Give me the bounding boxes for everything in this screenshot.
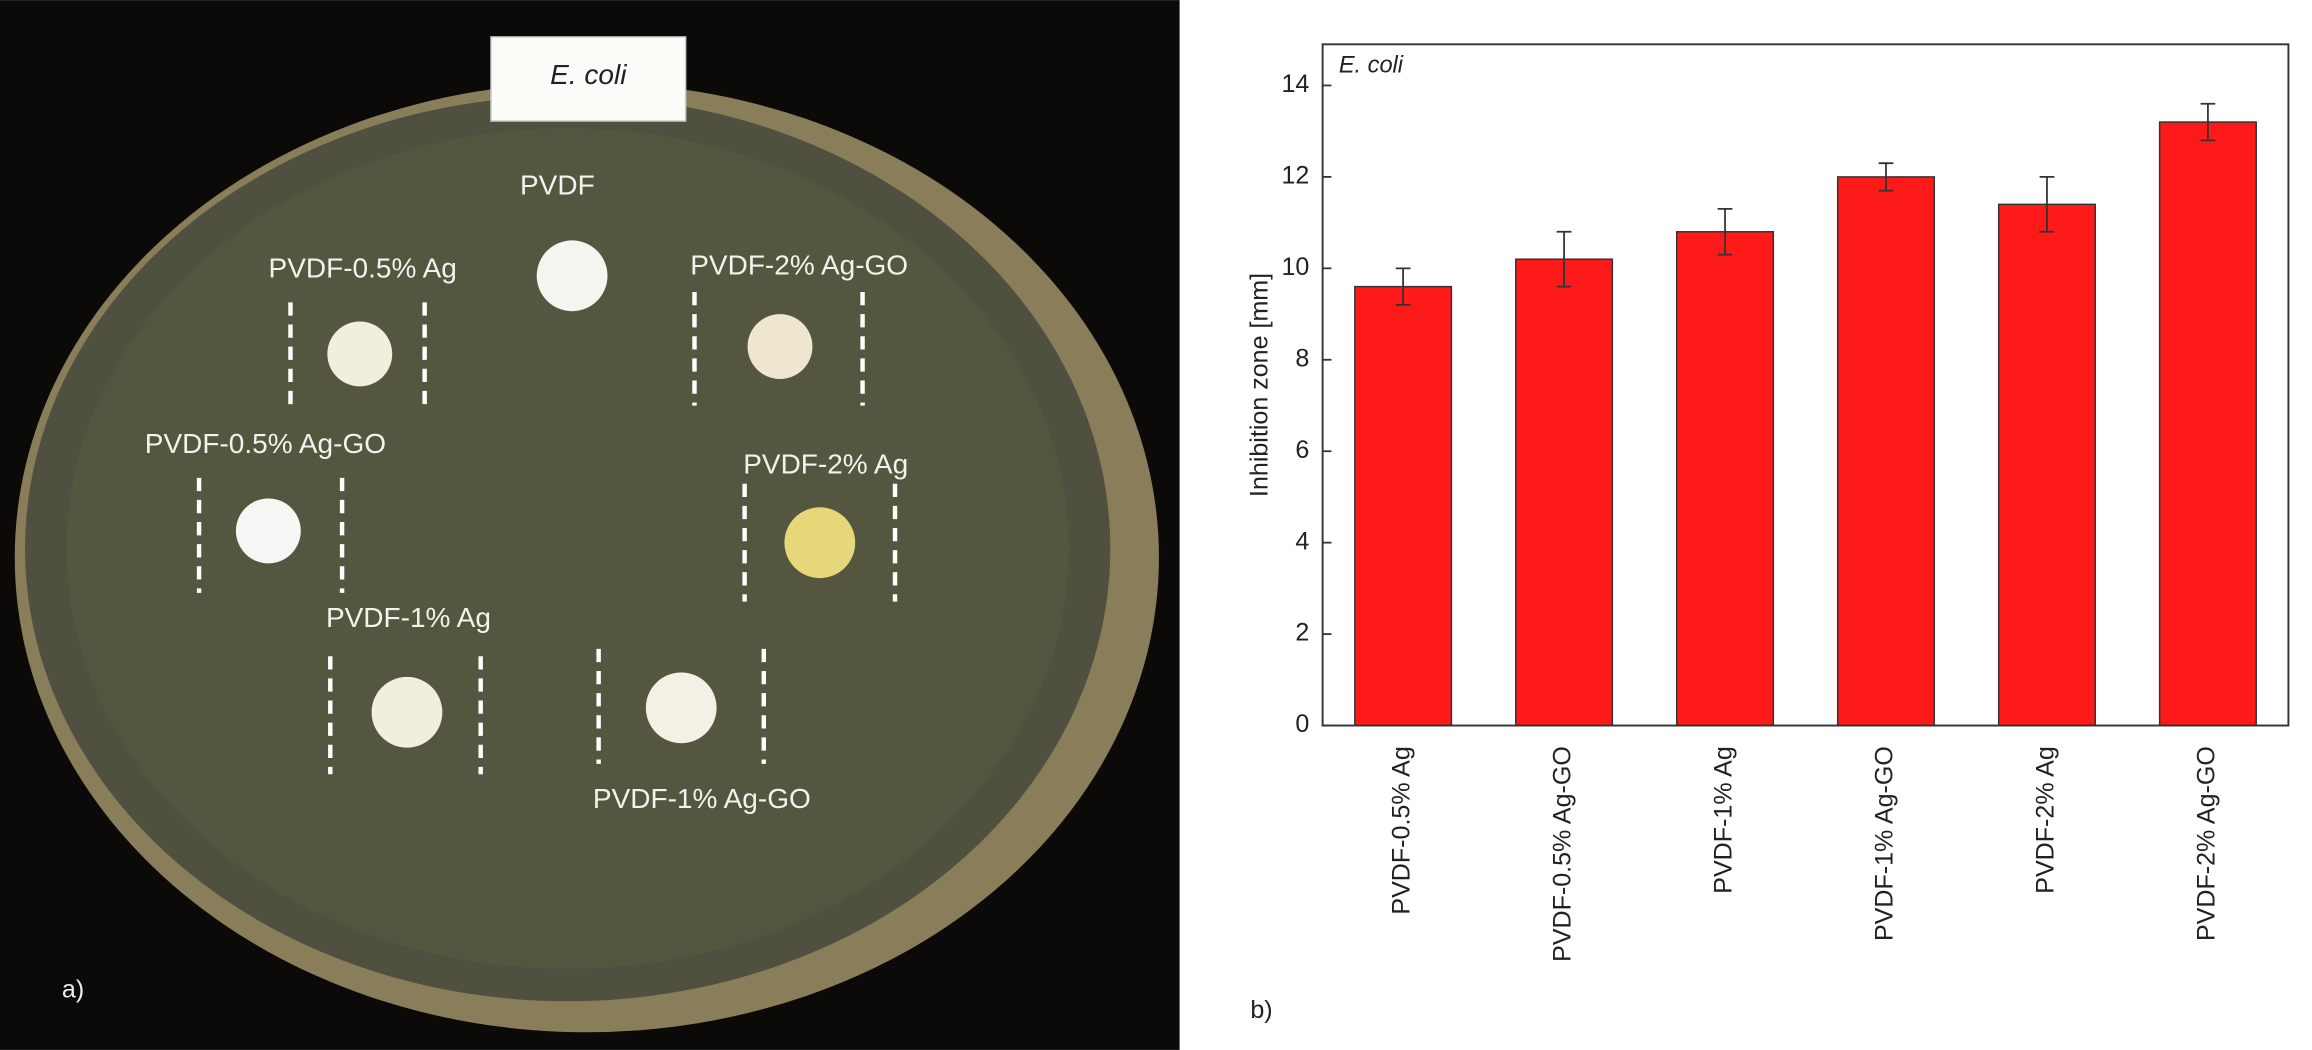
plot-frame bbox=[1321, 43, 2290, 727]
disc bbox=[747, 314, 813, 380]
x-tick-label: PVDF-2% Ag-GO bbox=[2193, 746, 2221, 941]
bar bbox=[2158, 121, 2257, 727]
y-tick-label: 8 bbox=[1295, 344, 1309, 372]
disc bbox=[371, 676, 443, 748]
bar bbox=[1836, 176, 1936, 727]
label-box-text: E. coli bbox=[550, 59, 627, 90]
chart-title: E. coli bbox=[1339, 52, 1404, 78]
y-axis-label: Inhibition zone [mm] bbox=[1245, 273, 1273, 497]
disc bbox=[645, 672, 717, 744]
bar bbox=[1515, 258, 1614, 727]
y-tick-label: 12 bbox=[1281, 162, 1309, 190]
photo-label: PVDF-0.5% Ag bbox=[269, 252, 457, 283]
bar bbox=[1354, 285, 1453, 727]
error-bar bbox=[1395, 267, 1411, 306]
bar bbox=[1997, 203, 2096, 727]
photo-label: PVDF-1% Ag bbox=[326, 602, 491, 633]
discs bbox=[196, 240, 898, 775]
disc bbox=[784, 507, 856, 579]
label-box bbox=[490, 36, 687, 122]
error-bar bbox=[1878, 162, 1894, 192]
agar-inner bbox=[66, 128, 1070, 969]
panel-label: b) bbox=[1250, 996, 1272, 1024]
x-tick-label: PVDF-2% Ag bbox=[2032, 746, 2060, 894]
photo-label: PVDF-2% Ag-GO bbox=[690, 249, 908, 280]
panel-label: a) bbox=[62, 976, 84, 1004]
disc bbox=[327, 321, 393, 387]
photo-label: PVDF-2% Ag bbox=[743, 448, 908, 479]
y-tick-label: 0 bbox=[1295, 710, 1309, 738]
error-bar bbox=[1717, 208, 1733, 256]
y-tick-label: 10 bbox=[1281, 253, 1309, 281]
photo-label: PVDF bbox=[520, 170, 595, 201]
y-tick-label: 14 bbox=[1281, 70, 1309, 98]
photo-label: PVDF-1% Ag-GO bbox=[593, 783, 811, 814]
x-tick-label: PVDF-0.5% Ag-GO bbox=[1549, 746, 1577, 962]
photo-label: PVDF-0.5% Ag-GO bbox=[145, 428, 386, 459]
y-tick-label: 6 bbox=[1295, 436, 1309, 464]
error-bar bbox=[2039, 176, 2055, 233]
y-tick-label: 2 bbox=[1295, 619, 1309, 647]
x-tick-label: PVDF-1% Ag bbox=[1710, 746, 1738, 894]
disc bbox=[235, 498, 301, 564]
disc bbox=[536, 240, 608, 312]
x-tick-label: PVDF-1% Ag-GO bbox=[1871, 746, 1899, 941]
error-bar bbox=[1556, 230, 1572, 288]
x-tick-label: PVDF-0.5% Ag bbox=[1388, 746, 1416, 914]
error-bar bbox=[2200, 102, 2216, 142]
y-tick-label: 4 bbox=[1295, 527, 1309, 555]
bar bbox=[1676, 231, 1775, 727]
